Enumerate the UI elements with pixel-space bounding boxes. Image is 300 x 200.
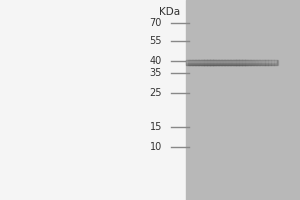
Bar <box>194 60 196 65</box>
Bar <box>242 60 245 65</box>
Bar <box>218 60 220 65</box>
Bar <box>250 60 252 65</box>
Bar <box>229 60 231 65</box>
Bar <box>235 60 237 65</box>
Bar <box>200 60 202 65</box>
Bar <box>272 60 274 65</box>
Bar <box>207 60 210 65</box>
Bar <box>189 60 191 65</box>
Bar <box>261 60 263 65</box>
Bar <box>186 60 276 61</box>
Bar <box>186 60 188 65</box>
Bar <box>253 60 255 65</box>
Bar <box>188 60 190 65</box>
Bar <box>265 60 268 65</box>
Bar <box>226 60 228 65</box>
Bar <box>252 60 254 65</box>
Bar <box>233 60 236 65</box>
Bar <box>230 60 232 65</box>
Bar <box>186 63 276 64</box>
Text: 10: 10 <box>150 142 162 152</box>
Text: 40: 40 <box>150 56 162 66</box>
Bar <box>274 60 277 65</box>
Bar <box>204 60 207 65</box>
Bar <box>259 60 262 65</box>
Bar <box>255 60 257 65</box>
Bar <box>267 60 269 65</box>
Bar <box>220 60 222 65</box>
Bar <box>195 60 197 65</box>
Bar <box>223 60 225 65</box>
Text: 70: 70 <box>150 18 162 28</box>
Bar <box>264 60 266 65</box>
Bar <box>221 60 223 65</box>
Bar <box>192 60 194 65</box>
Bar <box>186 64 276 65</box>
Bar <box>273 60 275 65</box>
Bar <box>186 65 276 66</box>
Bar <box>201 60 203 65</box>
Text: 35: 35 <box>150 68 162 78</box>
Bar <box>236 60 238 65</box>
Bar <box>247 60 249 65</box>
Bar <box>248 60 251 65</box>
Bar <box>241 60 243 65</box>
Bar <box>197 60 199 65</box>
Bar <box>224 60 226 65</box>
Bar <box>198 60 200 65</box>
Bar <box>268 60 271 65</box>
Bar <box>186 62 276 63</box>
Bar <box>256 60 258 65</box>
Bar <box>186 0 300 200</box>
Bar <box>217 60 219 65</box>
Bar <box>210 60 213 65</box>
Bar <box>238 60 240 65</box>
Bar <box>227 60 230 65</box>
Text: 15: 15 <box>150 122 162 132</box>
Bar <box>186 61 276 62</box>
Text: KDa: KDa <box>159 7 180 17</box>
Bar <box>258 60 260 65</box>
Bar <box>214 60 216 65</box>
Text: 55: 55 <box>149 36 162 46</box>
Bar <box>270 60 272 65</box>
Bar <box>206 60 208 65</box>
Text: 25: 25 <box>149 88 162 98</box>
Bar <box>276 60 278 65</box>
Bar <box>239 60 242 65</box>
Bar <box>245 60 248 65</box>
Bar <box>190 60 193 65</box>
Bar <box>262 60 265 65</box>
Bar <box>212 60 214 65</box>
Bar <box>203 60 205 65</box>
Bar <box>232 60 234 65</box>
Bar <box>209 60 211 65</box>
Bar <box>215 60 217 65</box>
Bar <box>244 60 246 65</box>
